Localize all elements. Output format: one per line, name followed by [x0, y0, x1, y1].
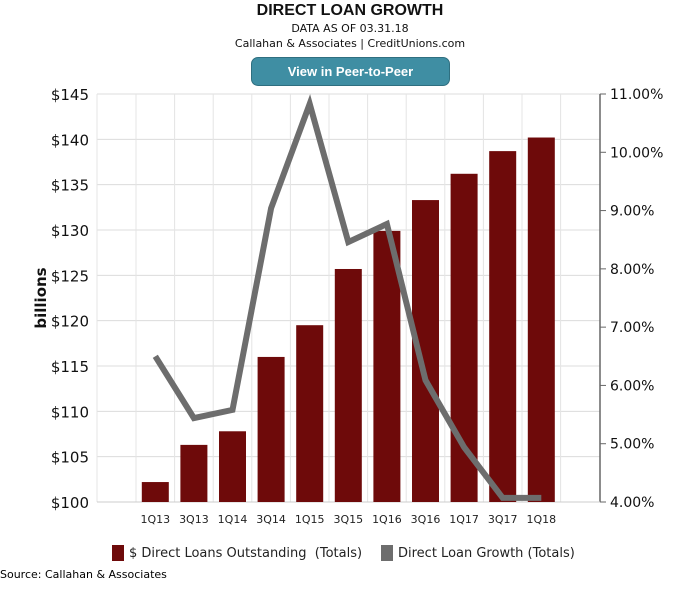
y2-tick-label: 8.00% [610, 262, 654, 278]
x-tick-label: 3Q13 [179, 513, 209, 526]
legend-swatch-line [381, 545, 393, 561]
legend-label: Direct Loan Growth (Totals) [398, 545, 575, 561]
y-tick-label: $135 [51, 177, 89, 195]
view-in-peer-to-peer-button[interactable]: View in Peer-to-Peer [251, 57, 450, 86]
legend-item-growth[interactable]: Direct Loan Growth (Totals) [381, 545, 575, 561]
bar-3Q14 [257, 356, 285, 502]
y2-tick-label: 11.00% [610, 87, 663, 103]
attribution: Callahan & Associates | CreditUnions.com [234, 37, 466, 50]
y-axis-label: billions [32, 267, 50, 328]
bar-1Q16 [373, 230, 401, 502]
bar-3Q13 [180, 444, 208, 502]
x-tick-label: 1Q16 [372, 513, 402, 526]
bar-3Q15 [334, 268, 362, 502]
y-tick-label: $110 [51, 403, 89, 421]
chart-subtitle: DATA AS OF 03.31.18 [291, 22, 409, 35]
x-tick-label: 1Q18 [526, 513, 556, 526]
bar-1Q17 [450, 173, 478, 502]
y2-tick-label: 6.00% [610, 378, 654, 394]
legend-label: $ Direct Loans Outstanding (Totals) [129, 545, 363, 561]
y-tick-label: $120 [51, 313, 89, 331]
y-tick-label: $100 [51, 494, 89, 512]
chart-title: DIRECT LOAN GROWTH [256, 2, 444, 19]
bar-3Q17 [489, 151, 517, 502]
y2-tick-label: 10.00% [610, 145, 663, 161]
y-tick-label: $130 [51, 222, 89, 240]
x-tick-label: 3Q14 [256, 513, 286, 526]
x-tick-label: 1Q13 [140, 513, 170, 526]
y-tick-label: $140 [51, 131, 89, 149]
y-tick-label: $125 [51, 267, 89, 285]
y2-tick-label: 5.00% [610, 437, 654, 453]
x-tick-label: 3Q16 [411, 513, 441, 526]
legend-item-loans[interactable]: $ Direct Loans Outstanding (Totals) [112, 545, 362, 561]
bar-1Q13 [141, 482, 169, 502]
x-tick-label: 1Q14 [218, 513, 248, 526]
y-tick-label: $115 [51, 358, 89, 376]
source-note: Source: Callahan & Associates [0, 568, 167, 581]
y-tick-label: $145 [51, 86, 89, 104]
x-tick-label: 1Q17 [449, 513, 479, 526]
bar-1Q18 [527, 137, 555, 502]
y2-tick-label: 7.00% [610, 320, 654, 336]
x-tick-label: 3Q15 [333, 513, 363, 526]
x-tick-label: 1Q15 [295, 513, 325, 526]
y2-tick-label: 9.00% [610, 204, 654, 220]
x-tick-label: 3Q17 [488, 513, 518, 526]
bar-1Q14 [219, 431, 246, 502]
bar-1Q15 [296, 325, 324, 502]
y2-tick-label: 4.00% [610, 495, 654, 511]
y-tick-label: $105 [51, 449, 89, 467]
legend-swatch-bar [112, 545, 124, 561]
